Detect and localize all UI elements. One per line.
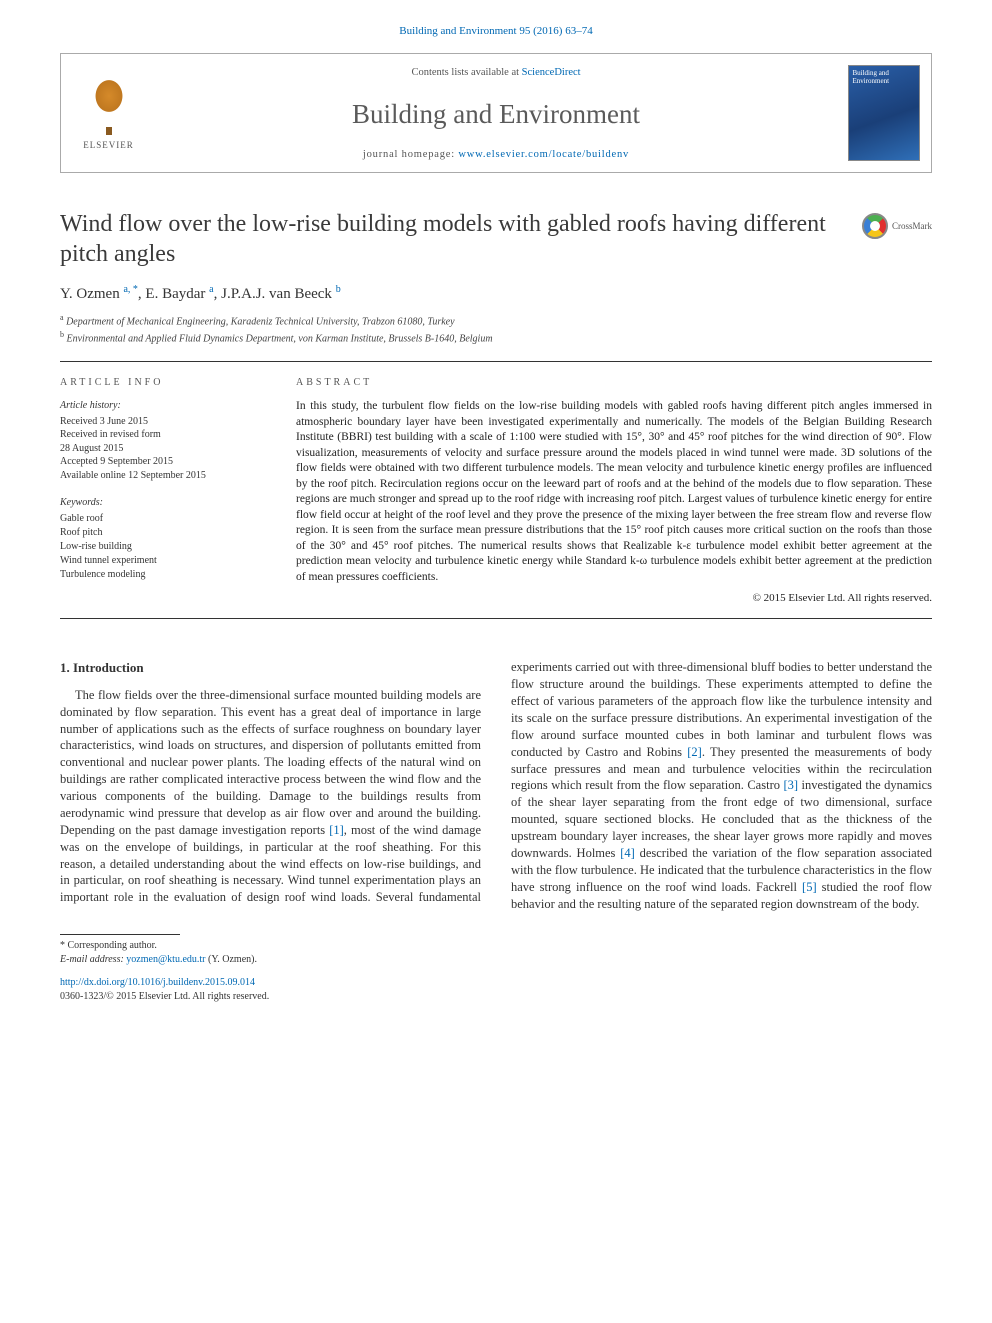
title-row: Wind flow over the low-rise building mod… bbox=[60, 209, 932, 269]
author-name: E. Baydar bbox=[145, 286, 205, 302]
journal-cover-icon: Building and Environment bbox=[848, 65, 920, 161]
authors-line: Y. Ozmen a, *, E. Baydar a, J.P.A.J. van… bbox=[60, 283, 932, 304]
affil-mark: b bbox=[60, 330, 64, 339]
contents-line: Contents lists available at ScienceDirec… bbox=[164, 66, 828, 80]
affiliation: b Environmental and Applied Fluid Dynami… bbox=[60, 329, 932, 346]
crossmark-icon bbox=[862, 213, 888, 239]
crossmark-badge[interactable]: CrossMark bbox=[862, 213, 932, 239]
corr-author-label: * Corresponding author. bbox=[60, 939, 932, 953]
footnote-rule bbox=[60, 934, 180, 935]
issn-line: 0360-1323/© 2015 Elsevier Ltd. All right… bbox=[60, 990, 932, 1004]
email-label: E-mail address: bbox=[60, 954, 124, 965]
doi-block: http://dx.doi.org/10.1016/j.buildenv.201… bbox=[60, 976, 932, 1003]
history-block: Article history: Received 3 June 2015 Re… bbox=[60, 399, 260, 482]
corresponding-author-footer: * Corresponding author. E-mail address: … bbox=[60, 934, 932, 1003]
keywords-block: Keywords: Gable roof Roof pitch Low-rise… bbox=[60, 496, 260, 582]
citation-link[interactable]: [3] bbox=[783, 778, 798, 792]
keyword: Turbulence modeling bbox=[60, 568, 260, 582]
author-name: J.P.A.J. van Beeck bbox=[221, 286, 332, 302]
publisher-logo-block: ELSEVIER bbox=[61, 54, 156, 172]
cover-thumb-block: Building and Environment bbox=[836, 54, 931, 172]
affiliation: a Department of Mechanical Engineering, … bbox=[60, 312, 932, 329]
citation-link[interactable]: [5] bbox=[802, 880, 817, 894]
journal-header-box: ELSEVIER Contents lists available at Sci… bbox=[60, 53, 932, 173]
history-line: Received in revised form bbox=[60, 428, 260, 442]
running-head: Building and Environment 95 (2016) 63–74 bbox=[60, 24, 932, 39]
homepage-prefix: journal homepage: bbox=[363, 149, 458, 160]
author-mark: b bbox=[336, 284, 341, 295]
email-person: (Y. Ozmen). bbox=[206, 954, 257, 965]
crossmark-label: CrossMark bbox=[892, 220, 932, 232]
doi-link[interactable]: http://dx.doi.org/10.1016/j.buildenv.201… bbox=[60, 977, 255, 988]
abstract-text: In this study, the turbulent flow fields… bbox=[296, 399, 932, 585]
email-line: E-mail address: yozmen@ktu.edu.tr (Y. Oz… bbox=[60, 953, 932, 967]
history-head: Article history: bbox=[60, 399, 260, 413]
journal-name: Building and Environment bbox=[164, 96, 828, 132]
history-line: Available online 12 September 2015 bbox=[60, 469, 260, 483]
email-link[interactable]: yozmen@ktu.edu.tr bbox=[126, 954, 205, 965]
sciencedirect-link[interactable]: ScienceDirect bbox=[522, 67, 581, 78]
body-text: The flow fields over the three-dimension… bbox=[60, 688, 481, 837]
cover-title: Building and Environment bbox=[853, 70, 915, 85]
affiliations: a Department of Mechanical Engineering, … bbox=[60, 312, 932, 347]
history-line: 28 August 2015 bbox=[60, 442, 260, 456]
abstract-heading: abstract bbox=[296, 376, 932, 390]
elsevier-tree-icon bbox=[82, 75, 136, 135]
keyword: Wind tunnel experiment bbox=[60, 554, 260, 568]
keyword: Roof pitch bbox=[60, 526, 260, 540]
author-mark: a bbox=[209, 284, 213, 295]
history-line: Received 3 June 2015 bbox=[60, 415, 260, 429]
keywords-head: Keywords: bbox=[60, 496, 260, 510]
rule-bottom bbox=[60, 618, 932, 619]
body-paragraph: The flow fields over the three-dimension… bbox=[60, 659, 932, 912]
homepage-link[interactable]: www.elsevier.com/locate/buildenv bbox=[458, 149, 629, 160]
abstract-copyright: © 2015 Elsevier Ltd. All rights reserved… bbox=[296, 591, 932, 606]
body-columns: 1. Introduction The flow fields over the… bbox=[60, 659, 932, 912]
citation-link[interactable]: [1] bbox=[329, 823, 344, 837]
affil-mark: a bbox=[60, 313, 64, 322]
info-abstract-row: article info Article history: Received 3… bbox=[60, 362, 932, 619]
keyword: Gable roof bbox=[60, 512, 260, 526]
homepage-line: journal homepage: www.elsevier.com/locat… bbox=[164, 148, 828, 162]
author-name: Y. Ozmen bbox=[60, 286, 120, 302]
article-title: Wind flow over the low-rise building mod… bbox=[60, 209, 848, 269]
section-heading: 1. Introduction bbox=[60, 659, 481, 677]
keyword: Low-rise building bbox=[60, 540, 260, 554]
history-line: Accepted 9 September 2015 bbox=[60, 455, 260, 469]
affil-text: Department of Mechanical Engineering, Ka… bbox=[66, 316, 454, 327]
citation-link[interactable]: [4] bbox=[620, 846, 635, 860]
info-heading: article info bbox=[60, 376, 260, 390]
author-mark: a, * bbox=[123, 284, 137, 295]
affil-text: Environmental and Applied Fluid Dynamics… bbox=[67, 334, 493, 345]
article-info-col: article info Article history: Received 3… bbox=[60, 376, 260, 607]
publisher-label: ELSEVIER bbox=[83, 139, 134, 151]
contents-prefix: Contents lists available at bbox=[411, 67, 521, 78]
header-center: Contents lists available at ScienceDirec… bbox=[156, 54, 836, 172]
citation-link[interactable]: [2] bbox=[687, 745, 702, 759]
abstract-col: abstract In this study, the turbulent fl… bbox=[296, 376, 932, 607]
